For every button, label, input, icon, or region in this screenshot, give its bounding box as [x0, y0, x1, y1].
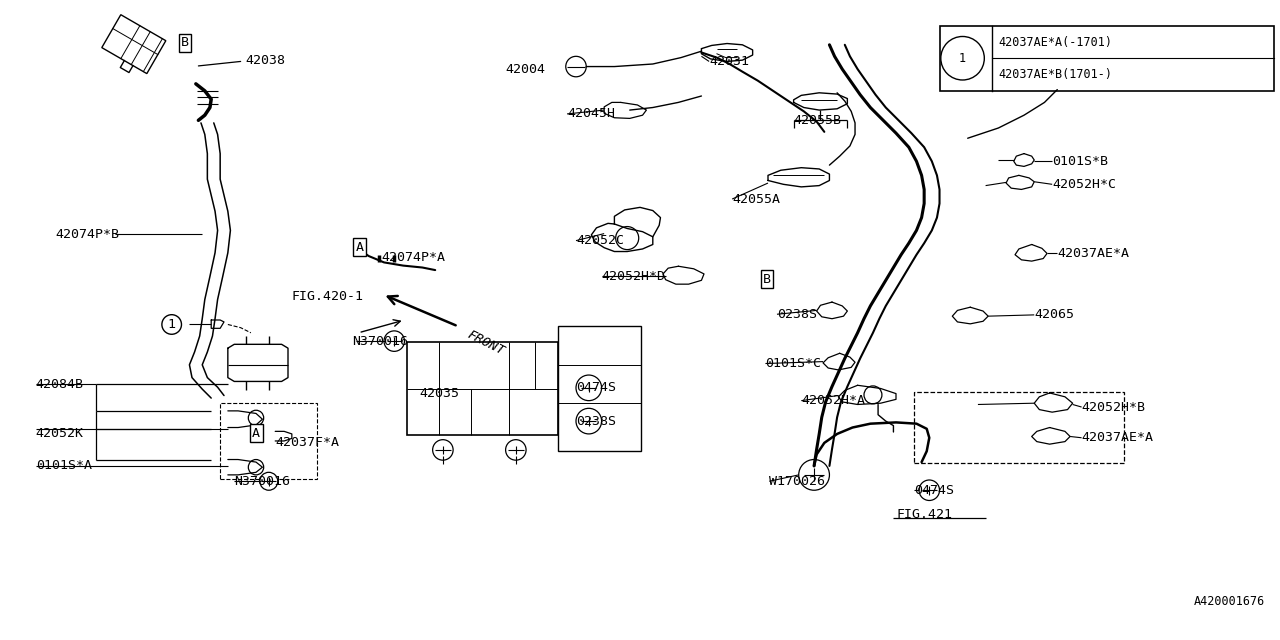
Circle shape [260, 472, 278, 490]
Text: 42055A: 42055A [732, 193, 781, 205]
Text: 42052H*C: 42052H*C [1052, 178, 1116, 191]
Text: B: B [182, 36, 189, 49]
Text: 42031: 42031 [709, 55, 749, 68]
Bar [407, 342, 558, 435]
Text: 42052H*B: 42052H*B [1082, 401, 1146, 413]
Bar [220, 403, 317, 479]
Text: 42035: 42035 [420, 387, 460, 400]
Circle shape [919, 480, 940, 500]
Circle shape [248, 460, 264, 475]
Circle shape [799, 460, 829, 490]
Text: 42055B: 42055B [794, 114, 842, 127]
Text: 42084B: 42084B [36, 378, 84, 390]
Text: 0474S: 0474S [914, 484, 954, 497]
Text: 42052C: 42052C [576, 234, 625, 247]
Text: B: B [763, 273, 771, 285]
Text: N370016: N370016 [234, 475, 291, 488]
Text: 0101S*C: 0101S*C [765, 357, 822, 370]
Circle shape [384, 331, 404, 351]
Circle shape [576, 375, 602, 401]
Circle shape [566, 56, 586, 77]
Circle shape [576, 408, 602, 434]
Circle shape [433, 440, 453, 460]
Text: W170026: W170026 [769, 475, 826, 488]
Circle shape [864, 386, 882, 404]
Text: 1: 1 [959, 52, 966, 65]
Text: N370016: N370016 [352, 335, 408, 348]
Text: 42074P*B: 42074P*B [55, 228, 119, 241]
Text: 0238S: 0238S [777, 308, 817, 321]
Text: 0101S*B: 0101S*B [1052, 155, 1108, 168]
Text: FRONT: FRONT [465, 328, 506, 357]
Text: 42045H: 42045H [567, 108, 614, 120]
Bar [102, 15, 166, 74]
Text: 42065: 42065 [1034, 308, 1074, 321]
Text: 0101S*A: 0101S*A [36, 460, 92, 472]
Text: 42037AE*A: 42037AE*A [1082, 431, 1153, 444]
Text: A: A [356, 241, 364, 253]
Text: 42037F*A: 42037F*A [275, 436, 339, 449]
Circle shape [616, 227, 639, 250]
Bar [914, 392, 1124, 463]
Text: 0238S: 0238S [576, 415, 616, 428]
Text: 42052H*A: 42052H*A [801, 394, 865, 407]
Text: 42038: 42038 [246, 54, 285, 67]
Bar [940, 26, 1274, 91]
Text: A: A [252, 427, 260, 440]
Text: 42037AE*A(-1701): 42037AE*A(-1701) [998, 36, 1112, 49]
Text: 42074P*A: 42074P*A [381, 252, 445, 264]
Text: FIG.421: FIG.421 [896, 508, 952, 521]
Text: A420001676: A420001676 [1193, 595, 1265, 608]
Circle shape [506, 440, 526, 460]
Circle shape [248, 410, 264, 426]
Text: 42052H*D: 42052H*D [602, 270, 666, 283]
Circle shape [941, 36, 984, 80]
Bar [558, 326, 641, 451]
Text: 0474S: 0474S [576, 381, 616, 394]
Text: 42037AE*A: 42037AE*A [1057, 247, 1129, 260]
Text: 42037AE*B(1701-): 42037AE*B(1701-) [998, 68, 1112, 81]
Text: 42004: 42004 [506, 63, 545, 76]
Text: FIG.420-1: FIG.420-1 [292, 291, 364, 303]
Text: 1: 1 [168, 318, 175, 331]
Text: 42052K: 42052K [36, 427, 84, 440]
